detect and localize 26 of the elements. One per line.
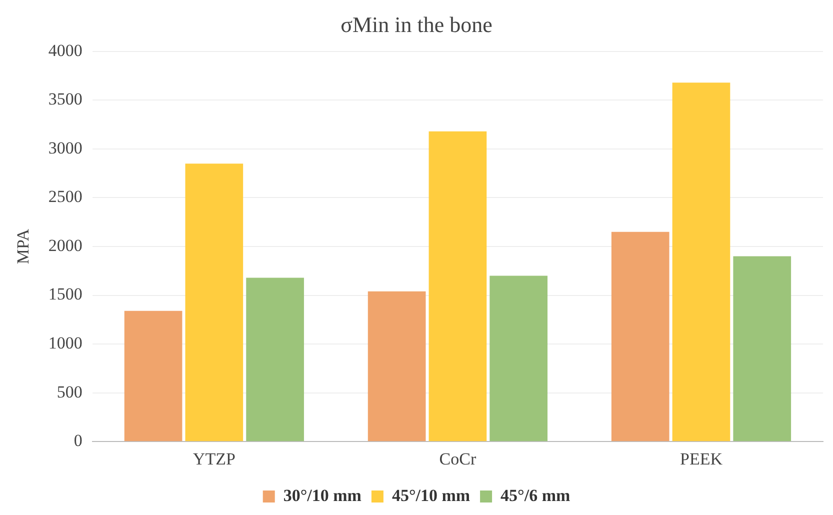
- bar: [124, 310, 182, 442]
- bar: [490, 276, 548, 442]
- bar: [733, 256, 792, 442]
- y-tick-label: 4000: [48, 40, 82, 60]
- y-tick-label: 500: [56, 382, 82, 402]
- y-tick-label: 3500: [48, 90, 82, 109]
- chart-title: σMin in the bone: [340, 12, 492, 37]
- bar: [185, 164, 244, 442]
- x-tick-label: CoCr: [439, 449, 476, 468]
- bar: [246, 278, 304, 442]
- y-tick-label: 1500: [48, 284, 82, 304]
- y-tick-label: 0: [74, 431, 82, 450]
- bar: [672, 82, 730, 442]
- y-tick-label: 2000: [48, 236, 82, 255]
- bar: [611, 232, 670, 442]
- legend-label: 45°/6 mm: [500, 486, 570, 505]
- bar: [428, 131, 487, 442]
- x-tick-label: YTZP: [192, 449, 236, 468]
- legend-label: 45°/10 mm: [392, 486, 470, 505]
- bar: [368, 291, 426, 442]
- legend-label: 30°/10 mm: [283, 486, 362, 505]
- x-tick-label: PEEK: [680, 449, 724, 468]
- y-axis-title: MPA: [14, 228, 33, 264]
- y-tick-label: 1000: [48, 334, 82, 353]
- y-tick-label: 2500: [48, 187, 82, 206]
- y-tick-label: 3000: [48, 138, 82, 158]
